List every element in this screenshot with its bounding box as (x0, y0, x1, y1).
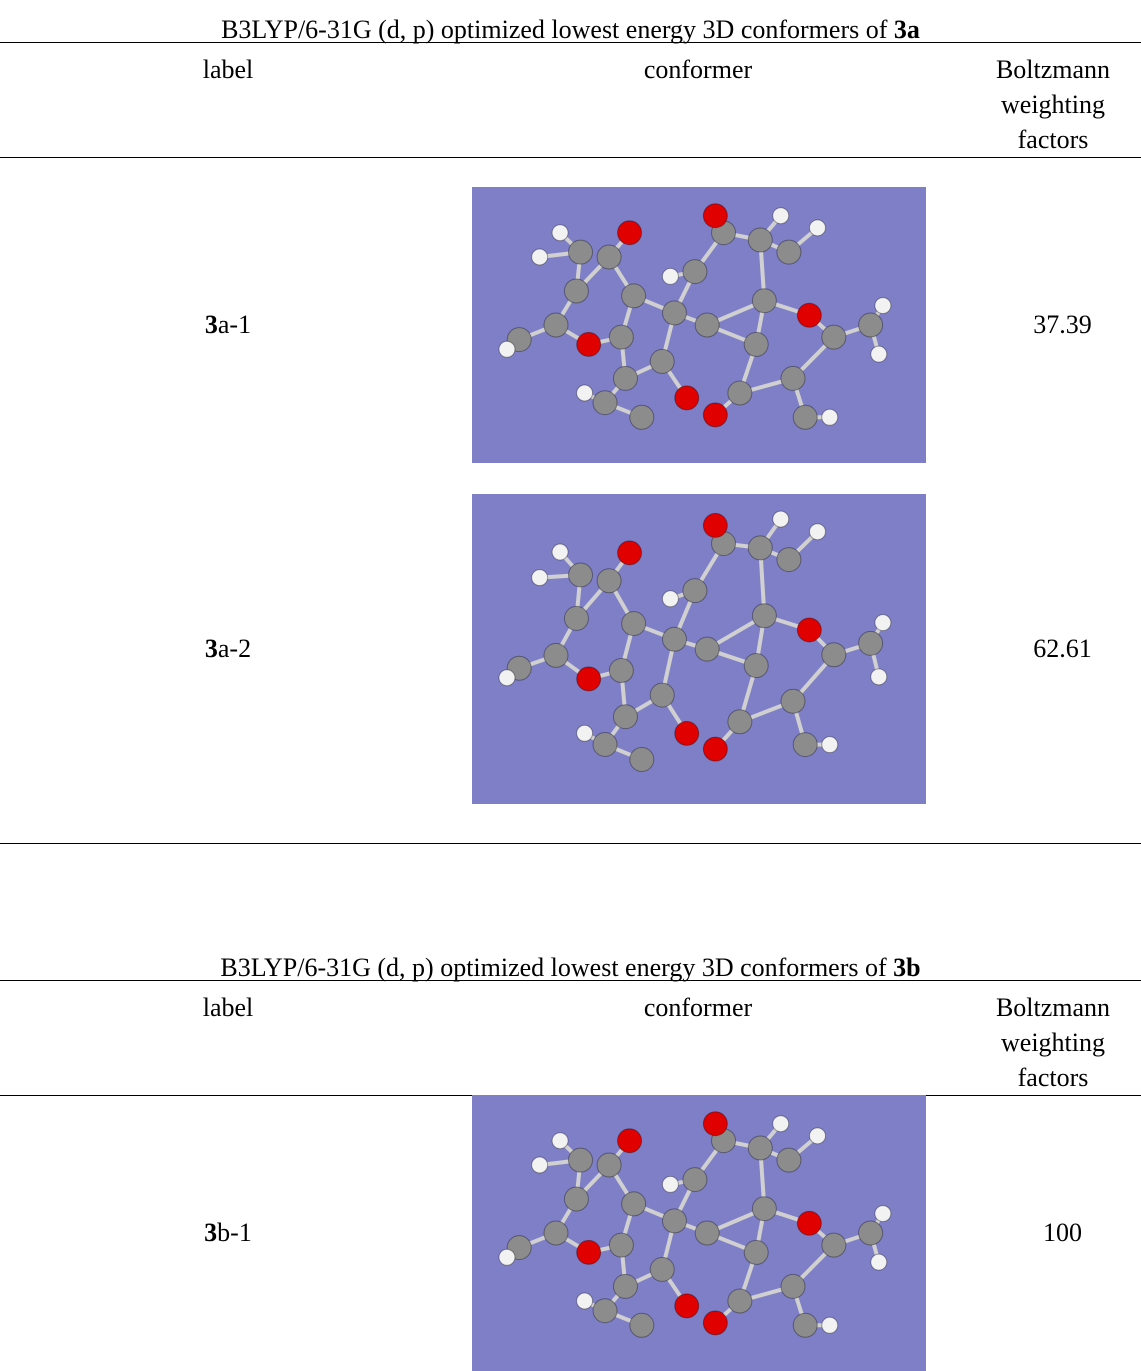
document: B3LYP/6-31G (d, p) optimized lowest ener… (0, 0, 1141, 1371)
label-suffix: a-2 (218, 634, 251, 663)
rule (0, 843, 1141, 844)
table-title: B3LYP/6-31G (d, p) optimized lowest ener… (0, 953, 1141, 983)
column-header: label (163, 52, 293, 87)
label-suffix: a-1 (218, 310, 251, 339)
boltzmann-factor: 37.39 (990, 310, 1135, 340)
column-header: conformer (548, 990, 848, 1025)
row-label: 3a-2 (163, 634, 293, 664)
conformer-image (472, 494, 926, 804)
column-header: label (163, 990, 293, 1025)
column-header: Boltzmann weighting factors (978, 990, 1128, 1095)
page: html, body { margin: 0; padding: 0; } bo… (0, 0, 1141, 1371)
title-text: B3LYP/6-31G (d, p) optimized lowest ener… (220, 953, 886, 982)
row-label: 3b-1 (163, 1218, 293, 1248)
table-title: B3LYP/6-31G (d, p) optimized lowest ener… (0, 15, 1141, 45)
title-text: B3LYP/6-31G (d, p) optimized lowest ener… (221, 15, 887, 44)
compound-id: 3a (894, 15, 920, 44)
label-number: 3 (205, 310, 218, 339)
label-suffix: b-1 (217, 1218, 252, 1247)
boltzmann-factor: 62.61 (990, 634, 1135, 664)
conformer-image (472, 1095, 926, 1371)
conformer-image (472, 187, 926, 463)
column-header: conformer (548, 52, 848, 87)
column-header: Boltzmann weighting factors (978, 52, 1128, 157)
rule (0, 42, 1141, 43)
boltzmann-factor: 100 (990, 1218, 1135, 1248)
label-number: 3 (204, 1218, 217, 1247)
rule (0, 157, 1141, 158)
compound-id: 3b (893, 953, 920, 982)
row-label: 3a-1 (163, 310, 293, 340)
label-number: 3 (205, 634, 218, 663)
rule (0, 980, 1141, 981)
